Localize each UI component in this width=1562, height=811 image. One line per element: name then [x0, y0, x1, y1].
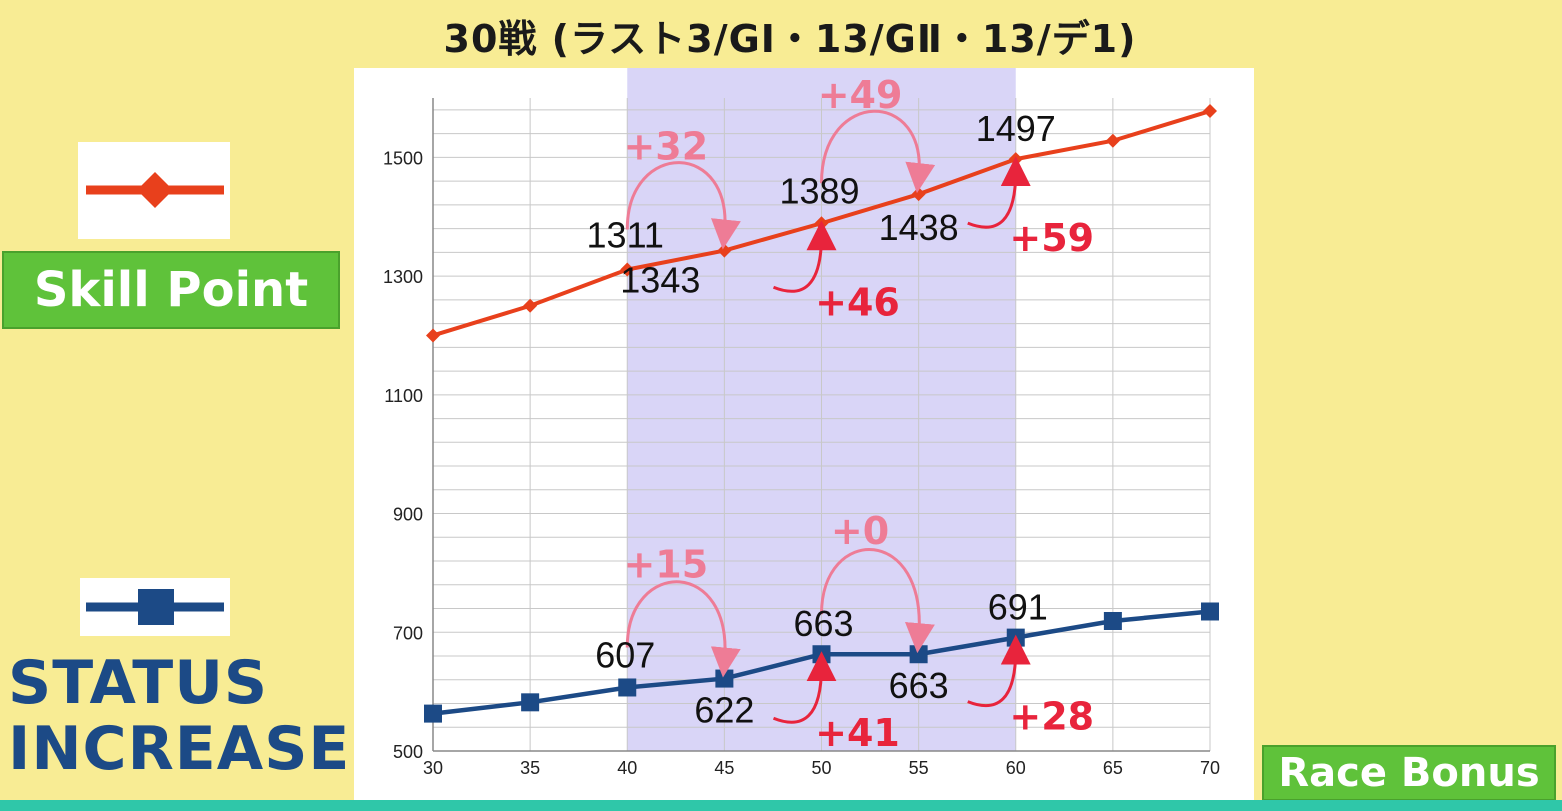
- status-increase-marker: [909, 645, 928, 664]
- data-label: 1438: [879, 207, 959, 248]
- y-tick-label: 1300: [383, 267, 423, 287]
- delta-curl-arrow: [772, 220, 837, 293]
- blue-square-line-icon: [86, 589, 224, 625]
- data-label: 691: [988, 587, 1048, 628]
- delta-arc-arrow: [625, 161, 741, 250]
- x-tick-label: 70: [1200, 758, 1220, 778]
- data-label: 1343: [620, 260, 700, 301]
- status-increase-marker: [618, 678, 637, 697]
- data-label: 1389: [779, 170, 859, 211]
- race-bonus-label: Race Bonus: [1262, 745, 1556, 801]
- skill-point-marker: [1105, 133, 1120, 148]
- y-tick-label: 1500: [383, 148, 423, 168]
- status-increase-marker: [1201, 602, 1219, 621]
- delta-label: +0: [831, 509, 889, 553]
- delta-label: +41: [815, 711, 900, 755]
- x-tick-label: 55: [909, 758, 929, 778]
- status-increase-marker: [424, 704, 442, 723]
- page-title: 30戦 (ラスト3/GⅠ・13/GⅡ・13/デ1): [443, 17, 1137, 61]
- y-tick-label: 1100: [384, 386, 423, 406]
- skill-point-marker: [620, 262, 635, 277]
- skill-point-legend-swatch: [78, 142, 230, 239]
- delta-arc-arrow: [820, 109, 936, 194]
- x-tick-label: 40: [617, 758, 637, 778]
- bottom-strip: [0, 800, 1562, 811]
- delta-arc-arrow: [820, 548, 935, 654]
- skill-point-label: Skill Point: [2, 251, 340, 329]
- y-tick-label: 700: [393, 623, 423, 643]
- data-label: 663: [793, 603, 853, 644]
- x-tick-label: 45: [714, 758, 734, 778]
- status-increase-marker: [521, 693, 540, 712]
- status-increase-marker: [715, 669, 734, 688]
- orange-diamond-line-icon: [86, 172, 224, 208]
- delta-label: +49: [818, 73, 903, 117]
- status-increase-label: STATUS INCREASE: [8, 648, 351, 784]
- x-tick-label: 50: [811, 758, 831, 778]
- data-label: 622: [694, 690, 754, 731]
- y-tick-label: 900: [393, 505, 423, 525]
- x-tick-label: 60: [1006, 758, 1026, 778]
- data-label: 1497: [976, 108, 1056, 149]
- data-label: 663: [889, 665, 949, 706]
- delta-curl-arrow: [967, 634, 1031, 708]
- delta-label: +32: [623, 125, 708, 169]
- x-tick-label: 35: [520, 758, 540, 778]
- status-increase-marker: [1103, 611, 1122, 630]
- y-tick-label: 500: [393, 742, 423, 762]
- delta-label: +15: [623, 542, 708, 586]
- status-increase-marker: [1006, 628, 1025, 647]
- skill-point-marker: [1203, 104, 1217, 119]
- delta-label: +59: [1009, 216, 1094, 260]
- skill-point-marker: [523, 298, 538, 313]
- delta-arc-arrow: [625, 580, 741, 678]
- delta-label: +46: [815, 280, 900, 324]
- skill-point-marker: [426, 328, 440, 343]
- delta-label: +28: [1009, 695, 1094, 739]
- x-tick-label: 30: [423, 758, 443, 778]
- status-increase-legend-swatch: [80, 578, 230, 636]
- chart-panel: 500 700 900 1100 1300 1500 30 35 40 45 50 55 60 65 70 …: [354, 68, 1254, 800]
- delta-curl-arrow: [772, 651, 837, 724]
- data-label: 607: [595, 634, 655, 675]
- delta-curl-arrow: [967, 156, 1031, 229]
- x-tick-label: 65: [1103, 758, 1123, 778]
- status-increase-marker: [812, 645, 831, 664]
- data-label: 1311: [587, 215, 664, 256]
